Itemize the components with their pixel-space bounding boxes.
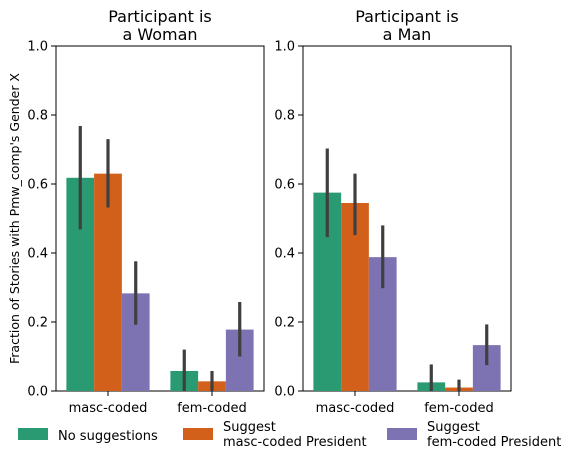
panel-0-xtick-label-0: masc-coded (69, 401, 148, 416)
legend-label-2-line-1: fem-coded President (427, 435, 561, 450)
panel-0-ytick-label-3: 0.6 (27, 178, 48, 193)
panel-0-bar-0-1 (94, 173, 122, 391)
legend-label-2-line-0: Suggest (427, 420, 480, 435)
panel-1-ytick-label-5: 1.0 (274, 40, 295, 55)
panel-0-frame (55, 45, 265, 392)
legend-swatch-0 (18, 428, 48, 440)
panel-1-xtick-label-1: fem-coded (424, 401, 494, 416)
panel-1-title-line-1: a Man (383, 25, 432, 44)
panel-1-ytick-label-3: 0.6 (274, 178, 295, 193)
panel-0-ytick-label-0: 0.0 (27, 385, 48, 400)
panel-1-ytick-label-0: 0.0 (274, 385, 295, 400)
legend-label-0: No suggestions (58, 429, 158, 444)
panel-1-ytick-label-4: 0.8 (274, 109, 295, 124)
y-axis-label: Fraction of Stories with Pmw_comp's Gend… (7, 73, 22, 364)
panel-0-ytick-label-4: 0.8 (27, 109, 48, 124)
panel-0-ytick-label-5: 1.0 (27, 40, 48, 55)
panel-1-xtick-label-0: masc-coded (316, 401, 395, 416)
legend-label-1-line-0: Suggest (223, 420, 276, 435)
legend-swatch-2 (387, 428, 417, 440)
panel-1-title-line-0: Participant is (355, 7, 459, 26)
panel-0-title-line-1: a Woman (122, 25, 197, 44)
legend-swatch-1 (183, 428, 213, 440)
panel-1-ytick-label-1: 0.2 (274, 316, 295, 331)
panel-0-ytick-label-1: 0.2 (27, 316, 48, 331)
panel-0-xtick-label-1: fem-coded (177, 401, 247, 416)
panel-0-ytick-label-2: 0.4 (27, 247, 48, 262)
panel-0-title-line-0: Participant is (108, 7, 212, 26)
legend-label-1-line-1: masc-coded President (223, 435, 367, 450)
panel-1-ytick-label-2: 0.4 (274, 247, 295, 262)
panel-1-frame (302, 45, 512, 392)
